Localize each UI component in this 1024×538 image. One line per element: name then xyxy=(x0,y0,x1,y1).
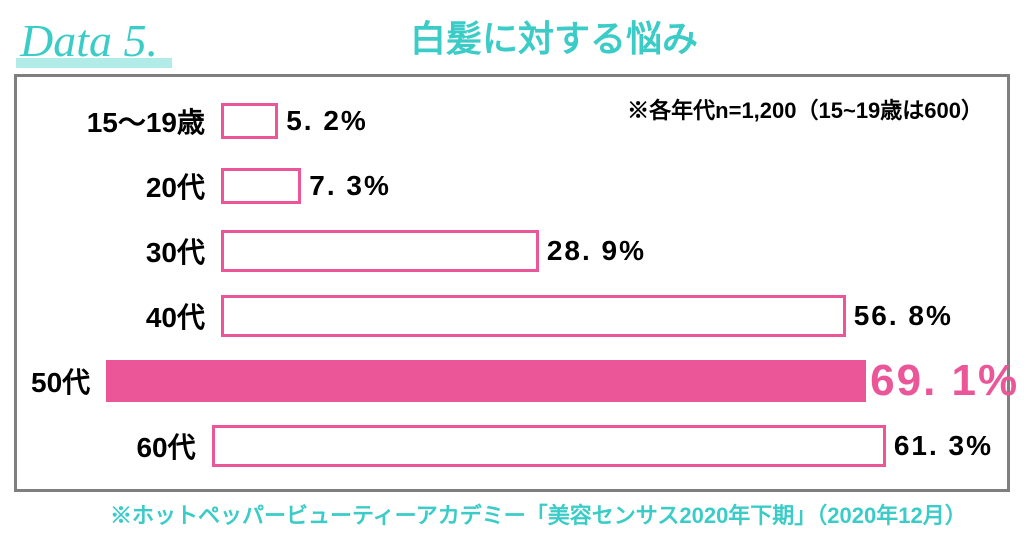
bar-wrap: 5. 2% xyxy=(221,103,993,139)
bar-row: 60代 61. 3% xyxy=(31,418,993,473)
category-label: 30代 xyxy=(31,231,221,271)
category-label: 40代 xyxy=(31,296,221,336)
chart-title: 白髪に対する悩み xyxy=(204,10,1024,64)
bar-wrap: 61. 3% xyxy=(212,425,993,467)
bar-row: 20代 7. 3% xyxy=(31,158,993,213)
bar-row: 40代 56. 8% xyxy=(31,288,993,343)
value-label: 5. 2% xyxy=(286,105,368,137)
bar-wrap: 28. 9% xyxy=(221,230,993,272)
bar-rows: 15～19歳 5. 2% 20代 7. 3% 30代 28. 9% 40代 56. 8% 50代… xyxy=(31,91,993,473)
bar xyxy=(221,103,278,139)
bar-wrap: 7. 3% xyxy=(221,168,993,204)
section-label: Data 5. xyxy=(18,18,164,64)
bar-wrap: 69. 1% xyxy=(106,356,1019,406)
value-label: 61. 3% xyxy=(894,430,993,462)
value-label: 69. 1% xyxy=(870,356,1019,406)
value-label: 56. 8% xyxy=(854,300,953,332)
value-label: 7. 3% xyxy=(309,170,391,202)
category-label: 20代 xyxy=(31,166,221,206)
header-row: Data 5. 白髪に対する悩み xyxy=(0,0,1024,68)
chart-container: ※各年代n=1,200（15~19歳は600） 15～19歳5. 2%20代7.… xyxy=(14,74,1010,492)
bar xyxy=(221,168,301,204)
bar-row: 50代69. 1% xyxy=(31,353,993,408)
value-label: 28. 9% xyxy=(547,235,646,267)
bar xyxy=(221,230,539,272)
category-label: 15～19歳 xyxy=(31,101,221,141)
bar xyxy=(221,295,846,337)
bar xyxy=(212,425,886,467)
category-label: 60代 xyxy=(31,426,212,466)
bar-wrap: 56. 8% xyxy=(221,295,993,337)
source-note: ※ホットペッパービューティーアカデミー「美容センサス2020年下期」（2020年… xyxy=(0,492,1024,530)
bar xyxy=(106,360,866,402)
bar-row: 30代 28. 9% xyxy=(31,223,993,278)
category-label: 50代 xyxy=(31,361,106,401)
